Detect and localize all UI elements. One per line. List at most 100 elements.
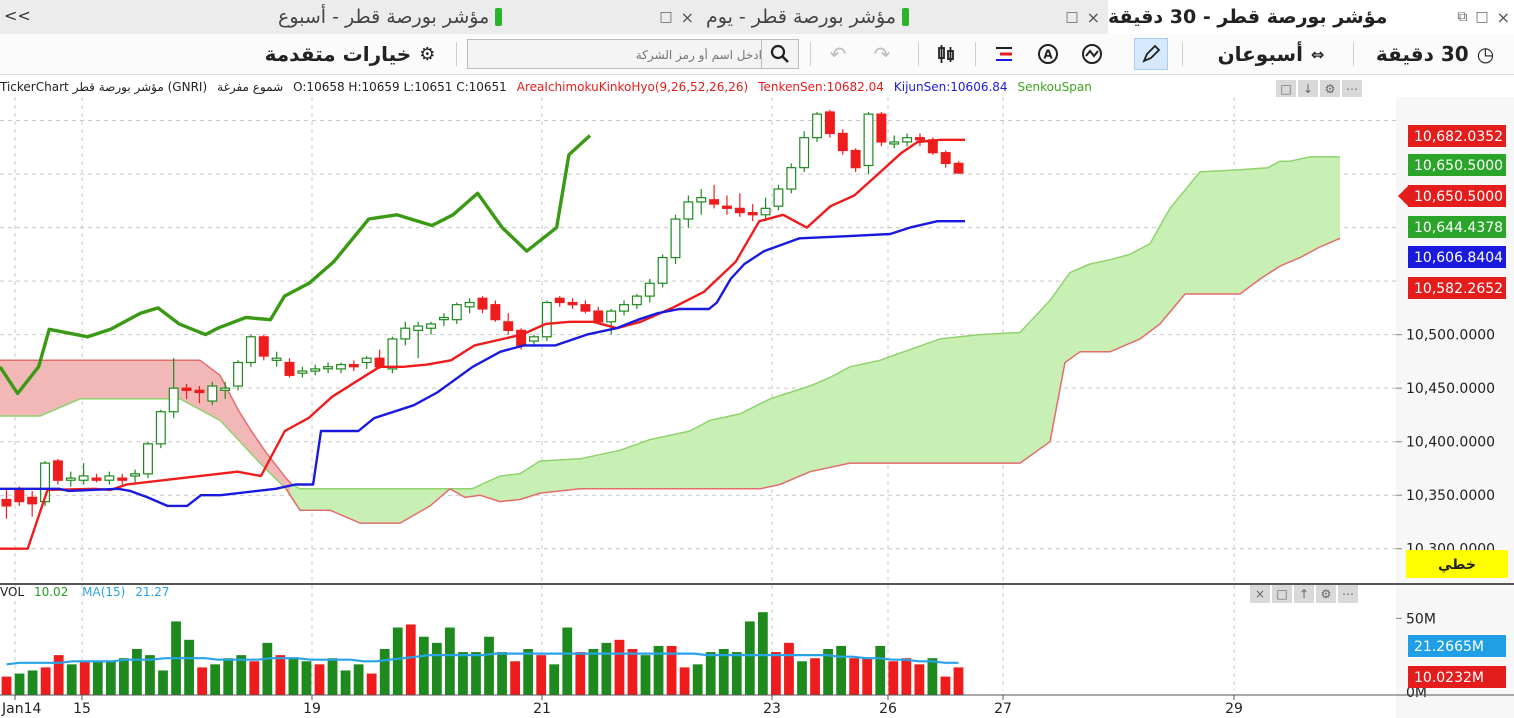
candle-down [876, 111, 887, 147]
senkou-a-line [291, 156, 1340, 490]
candle-body [773, 188, 784, 207]
price-tag: 10,682.0352 [1408, 125, 1506, 147]
undo-icon: ↶ [829, 42, 847, 66]
candle-body [837, 132, 848, 152]
clock-icon: ◷ [1476, 42, 1495, 66]
volume-bar [862, 658, 873, 695]
candle-down [734, 193, 745, 217]
y-tick-label: 10,400.0000 [1406, 435, 1495, 451]
pen-icon [1142, 44, 1161, 63]
candle-down [747, 204, 758, 222]
candle-up [233, 360, 244, 391]
candle-body [271, 357, 282, 361]
candle-body [696, 197, 707, 203]
levels-button[interactable] [986, 38, 1022, 70]
maximize-icon[interactable]: □ [659, 9, 673, 25]
volume-last-tag: 10.0232M [1414, 670, 1484, 686]
tab-30min-label: مؤشر بورصة قطر - 30 دقيقة [1108, 6, 1388, 28]
tab-week[interactable]: × □ مؤشر بورصة قطر - أسبوع [278, 0, 698, 34]
volume-bar [405, 624, 416, 695]
candle-body [503, 321, 514, 331]
cloud-bearish [0, 360, 290, 495]
maximize-icon[interactable]: □ [1475, 9, 1489, 25]
close-icon[interactable]: × [1496, 7, 1510, 27]
candle-up [657, 254, 668, 288]
alerts-button[interactable]: A [1030, 38, 1066, 70]
volume-bar [66, 664, 77, 695]
candle-body [361, 357, 372, 364]
volume-bar [797, 661, 807, 695]
tab-day[interactable]: × □ مؤشر بورصة قطر - يوم [706, 0, 1104, 34]
pane-maximize-icon[interactable]: □ [1276, 80, 1296, 98]
redo-icon: ↷ [873, 42, 891, 66]
range-label: أسبوعان [1217, 42, 1304, 66]
volume-bar [249, 661, 260, 695]
candle-body [683, 201, 694, 220]
volume-bar [158, 670, 168, 695]
volume-bar [510, 661, 520, 695]
candle-body [747, 212, 758, 216]
period-button[interactable]: ◷ 30 دقيقة [1360, 38, 1510, 70]
advanced-options-button[interactable]: ⚙ خيارات متقدمة [250, 38, 450, 70]
pane-settings-icon[interactable]: ⚙ [1316, 585, 1336, 603]
candle-up [142, 441, 153, 479]
candle-up [245, 334, 256, 367]
candle-up [438, 313, 449, 327]
candle-down [953, 161, 964, 175]
price-tag-bg [1408, 185, 1506, 207]
close-icon[interactable]: × [680, 7, 694, 27]
candle-up [426, 321, 437, 335]
price-tag-label: 10,650.5000 [1414, 189, 1503, 205]
candle-body [644, 282, 655, 297]
tab-day-label: مؤشر بورصة قطر - يوم [706, 6, 897, 28]
volume-ma-line [6, 652, 959, 666]
volume-bar [940, 676, 951, 695]
candle-body [863, 113, 874, 167]
volume-bar [901, 658, 912, 695]
candles-icon [938, 45, 954, 63]
detach-icon[interactable]: ⧉ [1457, 9, 1468, 25]
volume-bar [679, 667, 690, 695]
volume-bar [575, 652, 586, 695]
senkou-b-line-bear [0, 398, 301, 511]
pane-close-icon[interactable]: × [1250, 585, 1270, 603]
candle-up [812, 111, 823, 142]
candle-body [799, 137, 810, 169]
volume-bar [105, 661, 116, 695]
pane-move-down-icon[interactable]: ↓ [1298, 80, 1318, 98]
draw-tool-button[interactable] [1134, 38, 1168, 70]
pane-move-up-icon[interactable]: ↑ [1294, 585, 1314, 603]
candle-body [245, 336, 256, 364]
maximize-icon[interactable]: □ [1065, 9, 1079, 25]
info-senkou: SenkouSpan [1017, 80, 1092, 94]
company-search-input[interactable] [470, 42, 764, 68]
close-icon[interactable]: × [1086, 7, 1100, 27]
candle-body [451, 304, 462, 321]
redo-button[interactable]: ↷ [866, 38, 898, 70]
candle-down [27, 490, 38, 517]
range-button[interactable]: ⇔ أسبوعان [1196, 38, 1346, 70]
volume-bar [236, 655, 247, 695]
candle-body [348, 364, 359, 368]
search-button[interactable] [761, 40, 798, 68]
candle-up [696, 189, 707, 215]
candle-up [464, 298, 475, 314]
pane-more-icon[interactable]: ⋯ [1342, 80, 1362, 98]
indicators-button[interactable] [1074, 38, 1110, 70]
tab-30min[interactable]: × □ ⧉ مؤشر بورصة قطر - 30 دقيقة [1108, 0, 1514, 34]
pane-settings-icon[interactable]: ⚙ [1320, 80, 1340, 98]
candle-down [940, 150, 951, 168]
volume-bar [927, 658, 938, 695]
pane-more-icon[interactable]: ⋯ [1338, 585, 1358, 603]
live-indicator-icon [495, 8, 503, 26]
candle-body [914, 137, 925, 141]
candle-body [786, 167, 797, 190]
chart-type-button[interactable] [928, 38, 964, 70]
candle-body [490, 304, 501, 321]
price-tag-label: 10,606.8404 [1414, 250, 1503, 266]
volume-bar [536, 655, 547, 695]
undo-button[interactable]: ↶ [822, 38, 854, 70]
pane-maximize-icon[interactable]: □ [1272, 585, 1292, 603]
tab-collapse-button[interactable]: << [4, 6, 31, 25]
